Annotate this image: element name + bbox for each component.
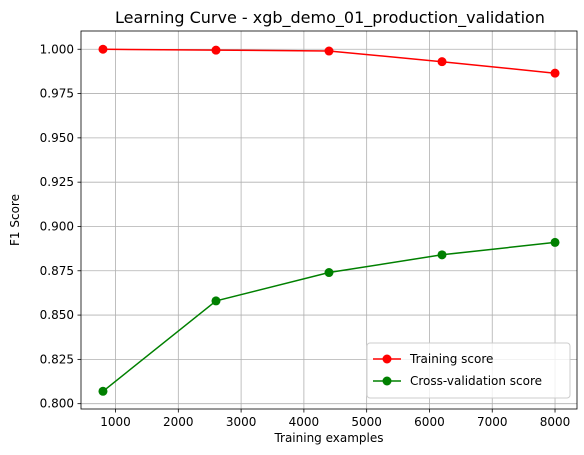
x-tick-label: 5000	[351, 415, 382, 429]
x-tick-label: 4000	[289, 415, 320, 429]
x-tick-label: 3000	[226, 415, 257, 429]
y-tick-label: 0.975	[40, 87, 74, 101]
y-tick-label: 0.925	[40, 175, 74, 189]
cv-score-point	[98, 386, 108, 396]
y-tick-label: 0.950	[40, 131, 74, 145]
x-tick-label: 1000	[100, 415, 131, 429]
series-group	[98, 44, 560, 396]
x-tick-label: 7000	[477, 415, 508, 429]
cv-score-point	[211, 296, 221, 306]
legend-training-label: Training score	[409, 352, 493, 366]
training-score-point	[437, 57, 447, 67]
x-tick-label: 8000	[540, 415, 571, 429]
y-tick-label: 1.000	[40, 42, 74, 56]
training-score-point	[550, 68, 560, 78]
training-score-point	[211, 45, 221, 55]
legend: Training score Cross-validation score	[366, 342, 571, 399]
ticks: 1000 2000 3000 4000 5000 6000 7000 8000 0.800 0.8…	[40, 42, 571, 429]
legend-training-marker	[382, 354, 392, 364]
chart-title: Learning Curve - xgb_demo_01_production_…	[115, 8, 545, 28]
cv-score-point	[324, 268, 334, 278]
x-tick-label: 2000	[163, 415, 194, 429]
plot-frame	[80, 30, 578, 410]
y-tick-label: 0.825	[40, 352, 74, 366]
legend-cv-label: Cross-validation score	[410, 374, 542, 388]
training-score-point	[324, 46, 334, 56]
y-tick-label: 0.800	[40, 397, 74, 411]
cv-score-point	[437, 250, 447, 260]
y-tick-label: 0.850	[40, 308, 74, 322]
y-tick-label: 0.875	[40, 264, 74, 278]
y-axis-label: F1 Score	[8, 194, 22, 246]
x-tick-label: 6000	[414, 415, 445, 429]
legend-box	[366, 342, 571, 399]
training-score-point	[98, 44, 108, 54]
y-tick-label: 0.900	[40, 219, 74, 233]
cv-score-point	[550, 237, 560, 247]
legend-cv-marker	[382, 376, 392, 386]
x-axis-label: Training examples	[273, 431, 383, 445]
